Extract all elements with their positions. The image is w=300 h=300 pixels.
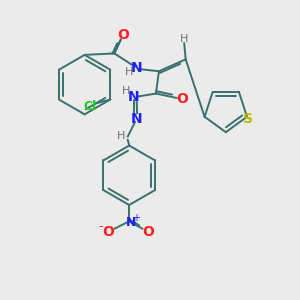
Text: N: N [131, 61, 142, 75]
Text: O: O [117, 28, 129, 42]
Text: H: H [117, 131, 125, 141]
Text: H: H [122, 85, 130, 96]
Text: Cl: Cl [83, 100, 96, 113]
Text: N: N [131, 112, 142, 126]
Text: O: O [142, 225, 154, 239]
Text: +: + [132, 213, 140, 223]
Text: O: O [176, 92, 188, 106]
Text: N: N [125, 216, 136, 229]
Text: H: H [125, 67, 134, 77]
Text: H: H [180, 34, 188, 44]
Text: -: - [99, 220, 103, 233]
Text: S: S [243, 112, 253, 126]
Text: N: N [128, 90, 140, 104]
Text: O: O [103, 225, 114, 239]
